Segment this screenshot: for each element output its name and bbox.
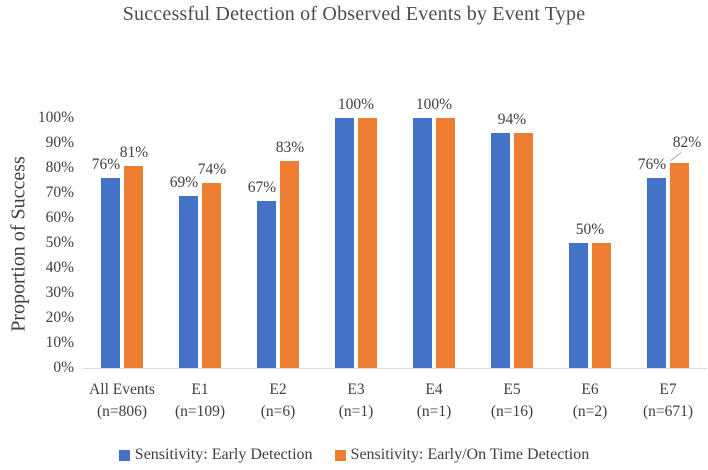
x-category-name: All Events [89, 381, 155, 398]
y-tick-label: 40% [45, 259, 74, 276]
bar-early-on-time-detection [436, 118, 455, 368]
data-label: 100% [415, 96, 453, 113]
chart-title: Successful Detection of Observed Events … [122, 3, 586, 25]
bar-early-on-time-detection [670, 163, 689, 368]
data-label: 67% [247, 178, 277, 196]
bar-group: 76% 81% [83, 118, 161, 368]
bar-early-detection [413, 118, 432, 368]
data-label: 82% [672, 134, 702, 151]
legend-swatch-early-detection-icon [118, 449, 130, 461]
y-axis-ticks: 0% 10% 20% 30% 40% 50% 60% 70% 80% 90% 100% [0, 109, 74, 376]
x-category-label: E1 (n=109) [161, 379, 239, 423]
y-tick-label: 70% [45, 184, 74, 201]
y-tick-label: 100% [37, 109, 74, 126]
data-label: 83% [275, 138, 305, 156]
bar-early-detection [257, 200, 276, 368]
y-tick-label: 90% [45, 134, 74, 151]
x-axis-labels: All Events (n=806) E1 (n=109) E2 (n=6) E3 (n=1)… [83, 379, 707, 423]
data-label: 100% [337, 96, 375, 113]
data-label: 50% [575, 221, 605, 238]
bar-early-detection [101, 178, 120, 368]
x-category-count: (n=671) [642, 403, 694, 420]
x-category-name: E7 [659, 381, 677, 398]
legend-label-early-on-time-detection: Sensitivity: Early/On Time Detection [350, 446, 590, 463]
y-tick-label: 30% [45, 284, 74, 301]
y-tick-label: 0% [53, 359, 74, 376]
bar-early-on-time-detection [514, 133, 533, 368]
x-category-name: E4 [425, 381, 443, 398]
legend-swatch-early-on-time-detection-icon [334, 449, 346, 461]
legend: Sensitivity: Early Detection Sensitivity… [0, 446, 708, 464]
x-category-count: (n=2) [572, 403, 608, 420]
data-label: 76% [91, 156, 121, 173]
y-tick-label: 50% [45, 234, 74, 251]
x-category-count: (n=109) [174, 403, 226, 420]
x-category-name: E2 [269, 381, 287, 398]
data-label: 69% [169, 173, 199, 191]
x-category-label: E6 (n=2) [551, 379, 629, 423]
plot-area: 76% 81% 69% 74% 67% 83% 100% 100% 94% 50% 76% 82% [83, 97, 707, 369]
bar-early-on-time-detection [202, 183, 221, 368]
bar-group: 76% 82% [629, 118, 707, 368]
x-category-name: E6 [581, 381, 599, 398]
x-category-label: All Events (n=806) [83, 379, 161, 423]
bar-early-on-time-detection [358, 118, 377, 368]
bar-group: 94% [473, 112, 551, 368]
bar-group: 69% 74% [161, 118, 239, 368]
x-category-label: E2 (n=6) [239, 379, 317, 423]
x-category-name: E1 [191, 381, 209, 398]
x-category-label: E7 (n=671) [629, 379, 707, 423]
x-category-count: (n=1) [338, 403, 374, 420]
data-label: 94% [497, 111, 527, 128]
bar-early-detection [569, 243, 588, 368]
bar-early-on-time-detection [124, 165, 143, 368]
leader-line [670, 152, 682, 161]
bar-early-detection [179, 195, 198, 368]
bar-early-on-time-detection [592, 243, 611, 368]
x-category-name: E3 [347, 381, 365, 398]
bar-early-detection [647, 178, 666, 368]
y-tick-label: 20% [45, 309, 74, 326]
bar-group: 50% [551, 118, 629, 368]
data-label: 74% [197, 161, 227, 178]
legend-label-early-detection: Sensitivity: Early Detection [134, 446, 313, 463]
legend-item-early-on-time-detection: Sensitivity: Early/On Time Detection [334, 446, 590, 464]
bar-early-detection [335, 118, 354, 368]
x-category-count: (n=1) [416, 403, 452, 420]
bar-group: 100% [395, 97, 473, 368]
bar-early-on-time-detection [280, 160, 299, 368]
x-category-count: (n=16) [490, 403, 534, 420]
x-category-name: E5 [503, 381, 521, 398]
bar-group: 100% [317, 97, 395, 368]
legend-item-early-detection: Sensitivity: Early Detection [118, 446, 313, 464]
bar-early-detection [491, 133, 510, 368]
y-tick-label: 10% [45, 334, 74, 351]
x-category-label: E4 (n=1) [395, 379, 473, 423]
y-tick-label: 60% [45, 209, 74, 226]
x-category-label: E5 (n=16) [473, 379, 551, 423]
x-category-label: E3 (n=1) [317, 379, 395, 423]
data-label: 76% [637, 156, 667, 173]
y-tick-label: 80% [45, 159, 74, 176]
x-category-count: (n=6) [260, 403, 296, 420]
bar-group: 67% 83% [239, 118, 317, 368]
x-category-count: (n=806) [96, 403, 148, 420]
data-label: 81% [119, 143, 149, 161]
